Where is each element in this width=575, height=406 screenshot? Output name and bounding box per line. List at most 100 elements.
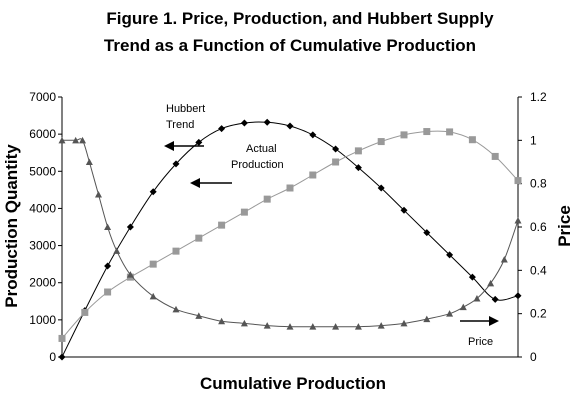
data-point-price: [263, 322, 271, 329]
annotation-actual-line2: Production: [231, 159, 284, 171]
data-point-price: [104, 223, 112, 230]
annotation-hubbert-line1: Hubbert: [166, 103, 205, 115]
data-point-actual-production: [172, 247, 180, 255]
y-right-tick-label: 1.2: [530, 90, 547, 104]
annotation-price: Price: [468, 336, 493, 348]
data-point-hubbert: [354, 164, 362, 172]
data-point-actual-production: [468, 136, 476, 144]
data-point-price: [500, 256, 508, 263]
data-point-hubbert: [423, 229, 431, 237]
data-point-hubbert: [286, 122, 294, 130]
arrow-price: [460, 316, 499, 326]
data-point-hubbert: [400, 206, 408, 214]
data-point-hubbert: [126, 223, 134, 231]
data-point-actual-production: [104, 288, 112, 296]
data-point-price: [218, 317, 226, 325]
data-point-hubbert: [377, 184, 385, 192]
data-point-price: [149, 292, 157, 300]
data-point-price: [58, 136, 66, 144]
data-point-actual-production: [218, 221, 226, 229]
left-axis-ticks: 0 1000 2000 3000 4000 5000 6000 7000: [29, 90, 62, 364]
y-axis-right-label: Price: [555, 205, 574, 247]
right-axis-ticks: 0 0.2 0.4 0.6 0.8 1 1.2: [518, 90, 547, 364]
data-point-actual-production: [514, 177, 522, 185]
y-left-tick-label: 1000: [29, 313, 56, 327]
data-point-actual-production: [377, 138, 385, 146]
data-point-actual-production: [263, 195, 271, 203]
data-point-price: [240, 319, 248, 327]
data-point-price: [286, 323, 294, 330]
series-layer: [58, 118, 522, 361]
data-point-hubbert: [58, 353, 66, 361]
x-axis-label: Cumulative Production: [200, 374, 386, 393]
data-point-hubbert: [332, 145, 340, 153]
y-axis-left-label: Production Quantity: [2, 144, 21, 308]
y-left-tick-label: 5000: [29, 164, 56, 178]
data-point-hubbert: [240, 119, 248, 127]
y-left-tick-label: 7000: [29, 90, 56, 104]
series-price: [58, 136, 522, 330]
data-point-price: [514, 217, 522, 224]
data-point-price: [172, 305, 180, 313]
data-point-hubbert: [149, 188, 157, 196]
data-point-hubbert: [491, 295, 499, 303]
data-point-hubbert: [514, 292, 522, 300]
series-hubbert: [58, 118, 522, 361]
data-point-actual-production: [309, 171, 317, 179]
y-right-tick-label: 0: [530, 350, 537, 364]
data-point-hubbert: [468, 273, 476, 281]
data-point-hubbert: [172, 160, 180, 168]
data-point-price: [473, 295, 481, 302]
y-left-tick-label: 2000: [29, 276, 56, 290]
data-point-price: [332, 323, 340, 330]
data-point-price: [113, 247, 121, 254]
data-point-actual-production: [332, 158, 340, 166]
data-point-actual-production: [491, 152, 499, 160]
data-point-price: [400, 319, 408, 327]
annotation-actual-line1: Actual: [246, 143, 277, 155]
y-right-tick-label: 0.4: [530, 263, 547, 277]
chart-title-line2: Trend as a Function of Cumulative Produc…: [104, 36, 476, 55]
data-point-hubbert: [218, 125, 226, 133]
data-point-actual-production: [195, 234, 203, 242]
data-point-price: [459, 303, 467, 311]
data-point-actual-production: [81, 308, 89, 316]
data-point-price: [446, 310, 454, 317]
series-line-actual-production: [61, 130, 519, 339]
data-point-price: [354, 323, 362, 330]
y-left-tick-label: 3000: [29, 239, 56, 253]
y-right-tick-label: 0.8: [530, 177, 547, 191]
data-point-actual-production: [58, 334, 66, 342]
y-right-tick-label: 1: [530, 133, 537, 147]
annotation-hubbert-line2: Trend: [166, 119, 194, 131]
y-right-tick-label: 0.6: [530, 220, 547, 234]
data-point-hubbert: [104, 262, 112, 270]
data-point-price: [94, 191, 102, 198]
data-point-actual-production: [354, 147, 362, 155]
data-point-hubbert: [263, 118, 271, 126]
data-point-actual-production: [446, 128, 454, 136]
data-point-actual-production: [423, 128, 431, 136]
data-point-price: [126, 271, 134, 278]
data-point-price: [309, 323, 317, 330]
data-point-actual-production: [240, 208, 248, 216]
data-point-hubbert: [309, 131, 317, 139]
data-point-price: [487, 279, 495, 287]
data-point-actual-production: [286, 184, 294, 192]
series-line-price: [61, 138, 519, 328]
y-right-tick-label: 0.2: [530, 307, 547, 321]
data-point-hubbert: [446, 251, 454, 259]
data-point-price: [195, 312, 203, 319]
y-left-tick-label: 6000: [29, 127, 56, 141]
arrow-actual-production: [190, 178, 232, 188]
data-point-hubbert: [195, 138, 203, 146]
data-point-price: [423, 315, 431, 323]
y-left-tick-label: 0: [49, 350, 56, 364]
data-point-price: [85, 158, 93, 165]
data-point-actual-production: [149, 260, 157, 268]
data-point-price: [72, 136, 80, 144]
series-line-hubbert: [61, 121, 519, 358]
chart-title-line1: Figure 1. Price, Production, and Hubbert…: [106, 9, 494, 28]
data-point-actual-production: [400, 131, 408, 139]
